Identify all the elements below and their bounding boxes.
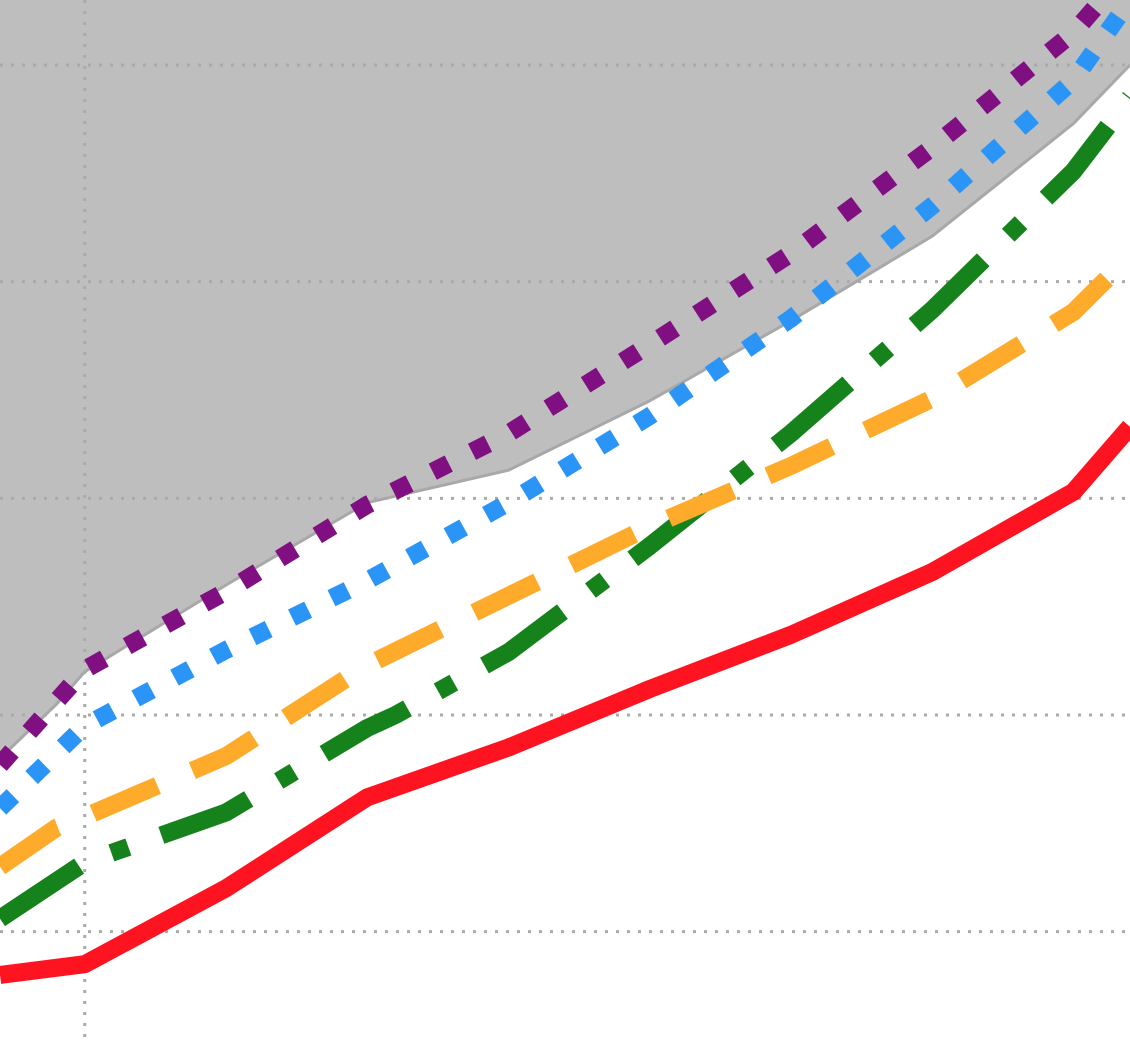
series-layer: [0, 0, 1130, 984]
shaded-region: [0, 0, 1130, 759]
shaded-region-layer: [0, 0, 1130, 760]
series-line-1: [0, 92, 1130, 927]
series-line-0: [0, 420, 1130, 984]
shaded-region-edge: [0, 63, 1130, 760]
series-line-2: [0, 249, 1130, 875]
